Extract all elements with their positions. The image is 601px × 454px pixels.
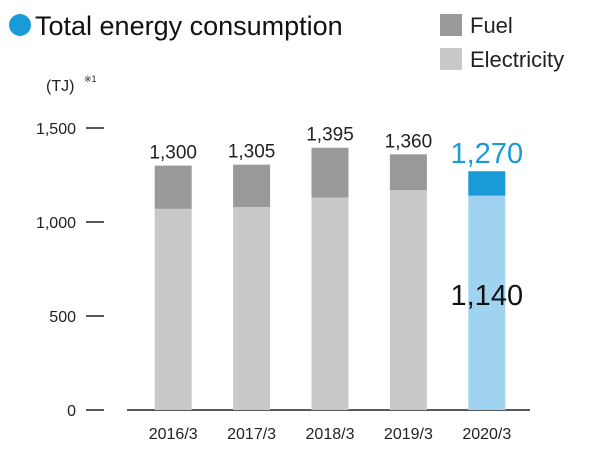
bar-total-label: 1,305 — [228, 142, 276, 163]
y-axis: 0 500 1,000 1,500 — [36, 121, 104, 420]
x-tick-label: 2018/3 — [306, 426, 355, 443]
bar-electricity — [389, 190, 427, 410]
legend-label-fuel: Fuel — [470, 13, 513, 38]
y-axis-unit: (TJ) — [46, 78, 74, 95]
bar-fuel — [311, 147, 349, 198]
legend-label-electricity: Electricity — [470, 47, 564, 72]
legend-swatch-fuel — [440, 14, 462, 36]
x-tick-label: 2019/3 — [384, 426, 433, 443]
y-tick-label: 0 — [67, 403, 76, 420]
bar-total-label: 1,300 — [149, 143, 197, 164]
bar-fuel — [468, 171, 506, 196]
bar-total-label: 1,360 — [385, 131, 433, 152]
bar-fuel — [389, 154, 427, 191]
bar-fuel — [154, 165, 192, 209]
title-dot-icon — [9, 14, 31, 36]
bar-total-label: 1,395 — [306, 125, 354, 146]
y-tick-label: 500 — [49, 309, 76, 326]
bar-fuel — [233, 164, 271, 207]
chart-title: Total energy consumption — [35, 11, 343, 41]
bar-electricity-value-label: 1,140 — [451, 280, 524, 312]
x-tick-label: 2020/3 — [462, 426, 511, 443]
x-tick-label: 2016/3 — [149, 426, 198, 443]
y-tick-label: 1,500 — [36, 121, 76, 138]
legend: Fuel Electricity — [440, 13, 564, 72]
x-tick-label: 2017/3 — [227, 426, 276, 443]
bar-electricity — [233, 206, 271, 410]
bar-electricity — [154, 208, 192, 410]
x-axis-labels: 2016/3 2017/3 2018/3 2019/3 2020/3 — [149, 426, 512, 443]
y-axis-unit-note: ※1 — [84, 74, 97, 84]
bar-electricity — [311, 197, 349, 410]
bar-electricity — [468, 195, 506, 410]
y-tick-label: 1,000 — [36, 215, 76, 232]
legend-swatch-electricity — [440, 48, 462, 70]
bars: 1,300 1,305 1,395 1,360 1,270 1,140 — [149, 125, 523, 410]
bar-total-label: 1,270 — [451, 138, 524, 170]
